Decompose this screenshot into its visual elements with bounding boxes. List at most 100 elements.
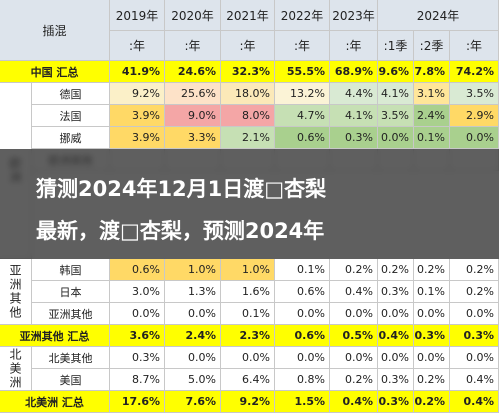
value-cell: 6.4% bbox=[221, 369, 275, 391]
sub-header: :年 bbox=[330, 31, 378, 61]
value-cell: 0.1% bbox=[414, 281, 450, 303]
value-cell: 0.0% bbox=[165, 303, 221, 325]
overlay-title: 最新，渡□杏梨，预测2024年 bbox=[36, 219, 325, 243]
value-cell: 0.0% bbox=[414, 347, 450, 369]
value-cell: 0.8% bbox=[275, 369, 330, 391]
value-cell: 0.2% bbox=[450, 281, 499, 303]
value-cell: 0.3% bbox=[378, 391, 414, 413]
value-cell: 0.1% bbox=[275, 259, 330, 281]
value-cell: 4.7% bbox=[275, 105, 330, 127]
sub-header: :年 bbox=[221, 31, 275, 61]
value-cell: 9.2% bbox=[110, 83, 165, 105]
value-cell: 0.3% bbox=[378, 281, 414, 303]
value-cell: 0.2% bbox=[414, 391, 450, 413]
value-cell: 1.5% bbox=[275, 391, 330, 413]
value-cell: 32.3% bbox=[221, 61, 275, 83]
summary-label: 中国 汇总 bbox=[0, 61, 110, 83]
value-cell: 3.9% bbox=[110, 105, 165, 127]
value-cell: 0.2% bbox=[330, 259, 378, 281]
value-cell: 13.2% bbox=[275, 83, 330, 105]
value-cell: 3.6% bbox=[110, 325, 165, 347]
value-cell: 2.9% bbox=[450, 105, 499, 127]
value-cell: 0.4% bbox=[450, 369, 499, 391]
value-cell: 9.0% bbox=[165, 105, 221, 127]
value-cell: 0.6% bbox=[275, 325, 330, 347]
value-cell: 8.7% bbox=[110, 369, 165, 391]
sub-header: :年 bbox=[110, 31, 165, 61]
value-cell: 17.6% bbox=[110, 391, 165, 413]
value-cell: 77.8% bbox=[414, 61, 450, 83]
summary-label: 亚洲其他 汇总 bbox=[0, 325, 110, 347]
row-label: 德国 bbox=[32, 83, 110, 105]
value-cell: 0.1% bbox=[221, 303, 275, 325]
value-cell: 4.1% bbox=[330, 105, 378, 127]
year-header: 2019年 bbox=[110, 0, 165, 31]
value-cell: 0.3% bbox=[330, 127, 378, 149]
year-header: 2021年 bbox=[221, 0, 275, 31]
value-cell: 0.4% bbox=[330, 281, 378, 303]
row-label: 韩国 bbox=[32, 259, 110, 281]
value-cell: 0.0% bbox=[378, 127, 414, 149]
value-cell: 0.6% bbox=[110, 259, 165, 281]
value-cell: 0.0% bbox=[450, 347, 499, 369]
value-cell: 1.3% bbox=[165, 281, 221, 303]
value-cell: 0.0% bbox=[275, 303, 330, 325]
value-cell: 0.0% bbox=[165, 347, 221, 369]
value-cell: 2.4% bbox=[414, 105, 450, 127]
value-cell: 0.0% bbox=[110, 303, 165, 325]
value-cell: 55.5% bbox=[275, 61, 330, 83]
value-cell: 3.1% bbox=[414, 83, 450, 105]
value-cell: 0.3% bbox=[110, 347, 165, 369]
value-cell: 3.5% bbox=[450, 83, 499, 105]
year-header: 2023年 bbox=[330, 0, 378, 31]
value-cell: 0.0% bbox=[414, 303, 450, 325]
summary-label: 北美洲 汇总 bbox=[0, 391, 110, 413]
value-cell: 18.0% bbox=[221, 83, 275, 105]
value-cell: 2.4% bbox=[165, 325, 221, 347]
value-cell: 0.5% bbox=[330, 325, 378, 347]
value-cell: 0.2% bbox=[414, 259, 450, 281]
row-label: 法国 bbox=[32, 105, 110, 127]
value-cell: 0.3% bbox=[450, 325, 499, 347]
value-cell: 0.6% bbox=[275, 281, 330, 303]
value-cell: 25.6% bbox=[165, 83, 221, 105]
value-cell: 0.2% bbox=[330, 369, 378, 391]
value-cell: 7.6% bbox=[165, 391, 221, 413]
value-cell: 9.2% bbox=[221, 391, 275, 413]
row-label: 美国 bbox=[32, 369, 110, 391]
region-label: 北美洲 bbox=[0, 347, 32, 391]
value-cell: 0.0% bbox=[378, 347, 414, 369]
value-cell: 1.0% bbox=[221, 259, 275, 281]
value-cell: 0.6% bbox=[275, 127, 330, 149]
value-cell: 2.3% bbox=[221, 325, 275, 347]
value-cell: 3.3% bbox=[165, 127, 221, 149]
value-cell: 0.0% bbox=[450, 303, 499, 325]
overlay-title: 猜测2024年12月1日渡□杏梨 bbox=[36, 177, 327, 201]
value-cell: 41.9% bbox=[110, 61, 165, 83]
value-cell: 0.2% bbox=[414, 369, 450, 391]
value-cell: 0.0% bbox=[330, 347, 378, 369]
value-cell: 0.4% bbox=[330, 391, 378, 413]
sub-header: :1季 bbox=[378, 31, 414, 61]
value-cell: 4.4% bbox=[330, 83, 378, 105]
year-header: 2024年 bbox=[378, 0, 499, 31]
value-cell: 0.2% bbox=[378, 259, 414, 281]
value-cell: 0.3% bbox=[378, 369, 414, 391]
sub-header: :2季 bbox=[414, 31, 450, 61]
value-cell: 3.5% bbox=[378, 105, 414, 127]
year-header: 2022年 bbox=[275, 0, 330, 31]
value-cell: 24.6% bbox=[165, 61, 221, 83]
value-cell: 1.6% bbox=[221, 281, 275, 303]
sub-header: :年 bbox=[275, 31, 330, 61]
row-label: 日本 bbox=[32, 281, 110, 303]
value-cell: 8.0% bbox=[221, 105, 275, 127]
value-cell: 3.9% bbox=[110, 127, 165, 149]
value-cell: 0.2% bbox=[450, 259, 499, 281]
value-cell: 0.0% bbox=[221, 347, 275, 369]
value-cell: 1.0% bbox=[165, 259, 221, 281]
value-cell: 0.0% bbox=[450, 127, 499, 149]
region-label: 亚洲其他 bbox=[0, 259, 32, 325]
overlay-banner: 猜测2024年12月1日渡□杏梨 最新，渡□杏梨，预测2024年 bbox=[0, 149, 499, 259]
value-cell: 0.4% bbox=[450, 391, 499, 413]
